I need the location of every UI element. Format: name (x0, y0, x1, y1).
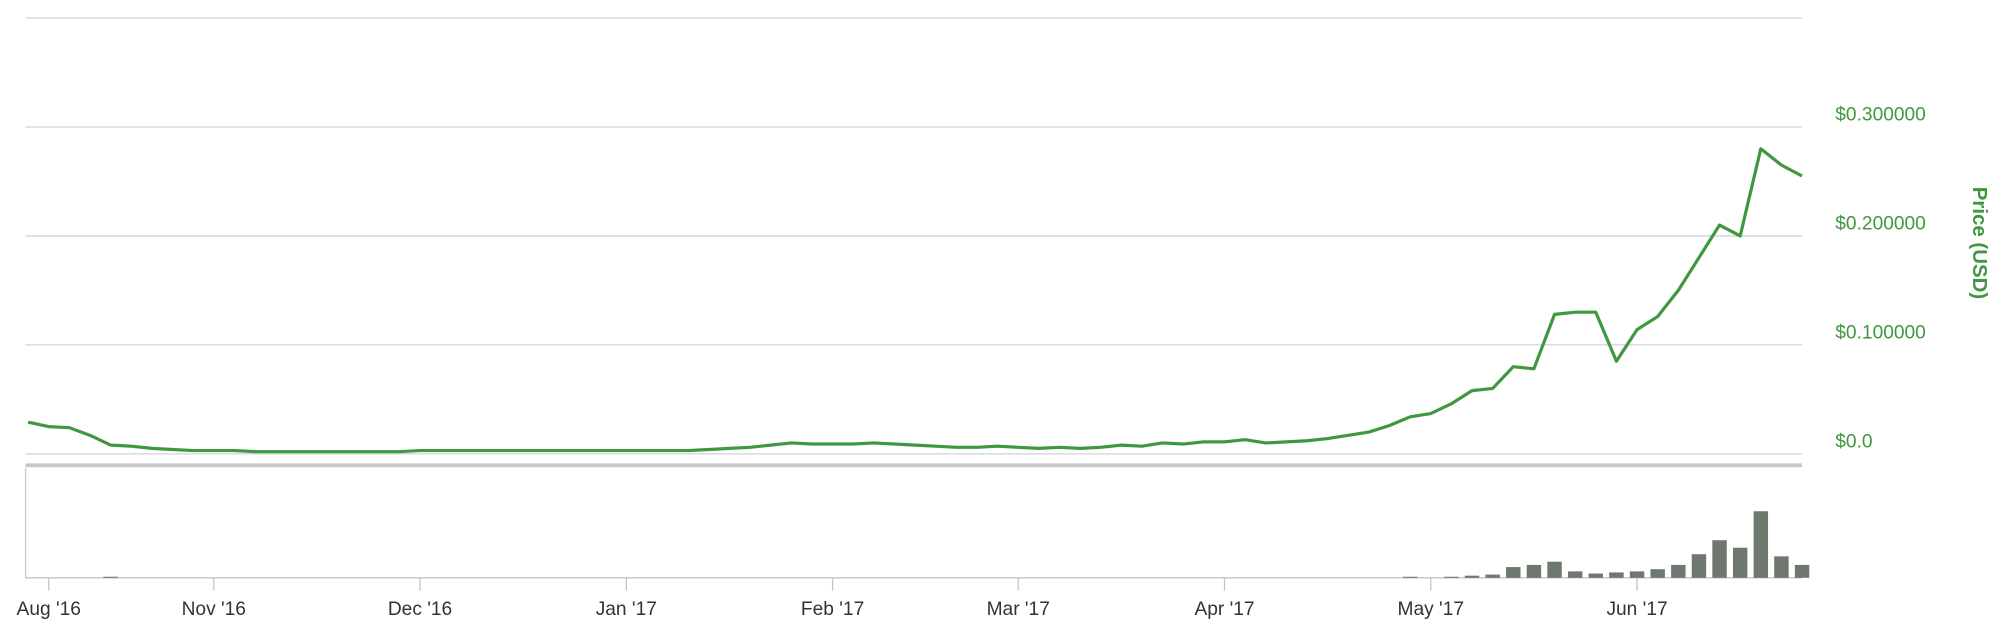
volume-bar (1526, 564, 1542, 578)
x-tick-label: Aug '16 (17, 599, 81, 620)
volume-bar (1588, 573, 1604, 578)
x-tick-label: Jun '17 (1606, 599, 1667, 620)
volume-bar (1485, 574, 1500, 578)
volume-bar (1650, 569, 1665, 578)
x-tick-label: Dec '16 (388, 599, 452, 620)
volume-bar (1794, 564, 1810, 578)
x-tick-label: Nov '16 (182, 599, 246, 620)
volume-bar (1753, 511, 1769, 578)
volume-bar (1402, 576, 1418, 578)
y-tick-label: $0.300000 (1835, 105, 1926, 126)
x-tick-label: May '17 (1398, 599, 1464, 620)
y-tick-label: $0.100000 (1835, 322, 1926, 343)
volume-bar (1609, 572, 1624, 578)
x-tick-label: Mar '17 (987, 599, 1050, 620)
volume-bar (103, 576, 118, 578)
price-line (27, 147, 1803, 454)
volume-bar (1506, 567, 1521, 578)
volume-bar (1774, 556, 1789, 578)
x-tick-label: Jan '17 (596, 599, 657, 620)
x-tick-label: Feb '17 (801, 599, 864, 620)
volume-bar (1464, 575, 1480, 578)
volume-bar (1444, 576, 1459, 578)
volume-bar (1712, 540, 1727, 578)
volume-bar (1547, 561, 1562, 578)
y-axis-title: Price (USD) (1968, 187, 1991, 299)
y-tick-label: $0.0 (1835, 431, 1872, 452)
y-tick-label: $0.200000 (1835, 213, 1926, 234)
volume-bar (1629, 571, 1645, 578)
volume-bar (1691, 554, 1707, 578)
x-tick-label: Apr '17 (1194, 599, 1254, 620)
volume-bar (1567, 571, 1583, 578)
volume-bar (1732, 547, 1748, 578)
volume-bar (1671, 564, 1686, 578)
